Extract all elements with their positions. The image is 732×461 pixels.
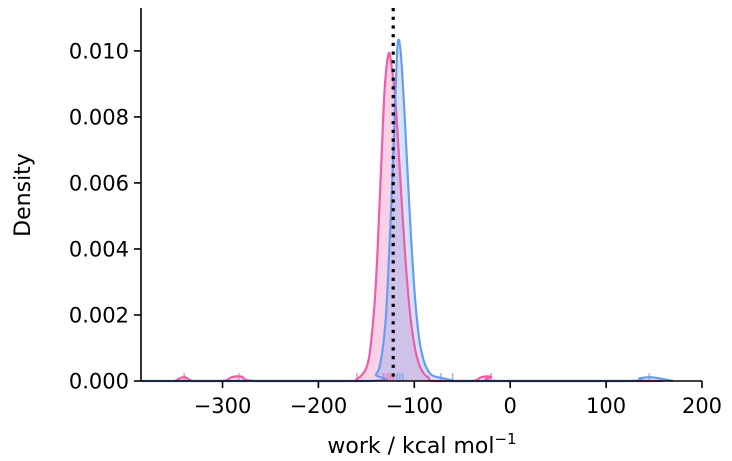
x-axis-label-text: work / kcal mol (327, 434, 494, 459)
x-axis-label: work / kcal mol−1 (327, 430, 516, 459)
y-axis-label: Density (11, 153, 36, 237)
x-tick-label-1: −300 (194, 394, 252, 418)
rug-marks (183, 373, 651, 381)
x-tick-label-5: 100 (586, 394, 626, 418)
y-tick-label-3: 0.004 (69, 237, 129, 261)
y-tick-label-4: 0.006 (69, 171, 129, 195)
y-tick-label-1: 0.000 (69, 370, 129, 394)
x-axis-label-superscript: −1 (494, 430, 516, 448)
x-ticks: −300 −200 −100 0 100 200 (194, 381, 722, 418)
y-tick-label-5: 0.008 (69, 105, 129, 129)
x-tick-label-2: −200 (290, 394, 348, 418)
density-fills (141, 39, 674, 381)
x-tick-label-6: 200 (682, 394, 722, 418)
y-tick-label-2: 0.002 (69, 303, 129, 327)
density-fill-series-2 (141, 39, 674, 381)
x-tick-label-3: −100 (385, 394, 443, 418)
y-tick-label-6: 0.010 (69, 39, 129, 63)
x-tick-label-4: 0 (504, 394, 517, 418)
axes (140, 8, 702, 382)
y-ticks: 0.000 0.002 0.004 0.006 0.008 0.010 (69, 39, 141, 394)
